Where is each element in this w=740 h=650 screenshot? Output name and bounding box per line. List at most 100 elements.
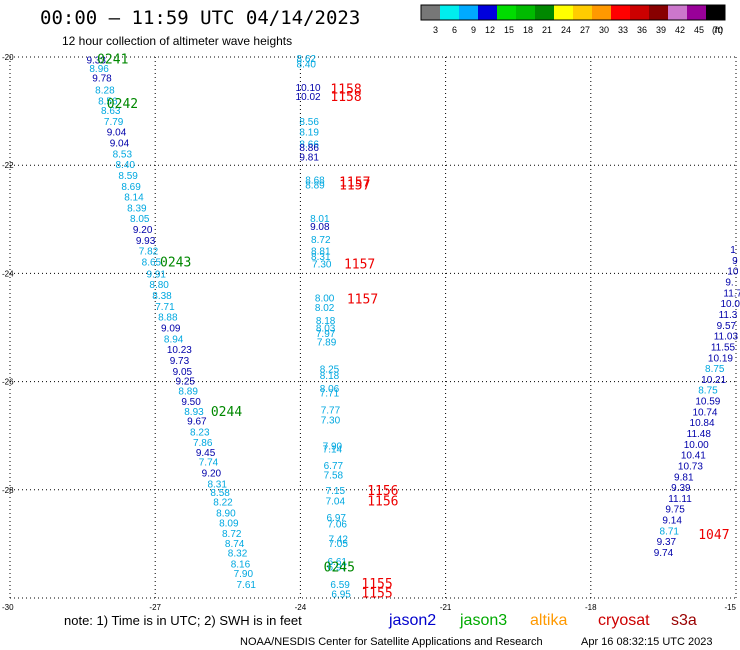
pass-time-label: 1157 bbox=[344, 258, 375, 273]
wave-height-label: 7.74 bbox=[199, 458, 219, 469]
wave-height-label: 9.67 bbox=[187, 417, 207, 428]
pass-time-label: 0241 bbox=[97, 53, 128, 68]
colorbar-label: 42 bbox=[675, 25, 685, 35]
wave-height-label: 8.75 bbox=[705, 364, 725, 375]
x-tick-label: -15 bbox=[724, 603, 736, 612]
wave-height-label: 8.25 bbox=[320, 365, 340, 376]
wave-height-label: 8.75 bbox=[698, 386, 718, 397]
wave-height-label: 7.58 bbox=[324, 471, 344, 482]
colorbar-label: 27 bbox=[580, 25, 590, 35]
colorbar-swatch bbox=[668, 5, 687, 20]
wave-height-label: 8.62 bbox=[297, 54, 317, 65]
colorbar-label: 18 bbox=[523, 25, 533, 35]
wave-height-label: 8.40 bbox=[297, 59, 317, 70]
colorbar-swatch bbox=[459, 5, 478, 20]
wave-height-label: 9.78 bbox=[92, 74, 112, 85]
y-tick-label: -28 bbox=[2, 486, 14, 495]
colorbar-label: 12 bbox=[485, 25, 495, 35]
colorbar-unit: (ft) bbox=[712, 25, 723, 35]
colorbar-label: 6 bbox=[452, 25, 457, 35]
wave-height-label: 8.68 bbox=[305, 175, 325, 186]
wave-height-label: 8.74 bbox=[225, 539, 245, 550]
wave-height-label: 6.97 bbox=[327, 513, 347, 524]
colorbar-swatch bbox=[573, 5, 592, 20]
pass-time-label: 1156 bbox=[367, 484, 398, 499]
footer-credit: NOAA/NESDIS Center for Satellite Applica… bbox=[240, 636, 543, 648]
wave-height-label: 8.56 bbox=[98, 96, 118, 107]
wave-height-label: 8.09 bbox=[219, 518, 239, 529]
wave-height-label: 8.69 bbox=[121, 182, 141, 193]
colorbar-swatch bbox=[687, 5, 706, 20]
wave-height-label: 1 bbox=[730, 245, 736, 256]
pass-time-label: 1155 bbox=[361, 587, 392, 602]
wave-height-label: 7.97 bbox=[316, 329, 336, 340]
wave-height-label: 8.22 bbox=[213, 498, 233, 509]
map-grid bbox=[9, 56, 737, 599]
wave-height-label: 9.57 bbox=[717, 321, 737, 332]
wave-height-label: 8.86 bbox=[299, 143, 319, 154]
wave-height-label: 8.88 bbox=[158, 313, 178, 324]
wave-height-label: 9.39 bbox=[671, 483, 691, 494]
wave-height-label: 10.10 bbox=[296, 83, 321, 94]
colorbar-label: 39 bbox=[656, 25, 666, 35]
wave-height-label: 8.71 bbox=[660, 526, 680, 537]
colorbar-frame bbox=[420, 4, 726, 21]
wave-height-label: 10.73 bbox=[678, 461, 703, 472]
wave-height-label: 10.0 bbox=[721, 299, 740, 310]
wave-height-label: 6.97 bbox=[328, 563, 348, 574]
x-tick-label: -18 bbox=[585, 603, 597, 612]
colorbar-swatch bbox=[478, 5, 497, 20]
wave-height-label: 9 bbox=[732, 256, 738, 267]
wave-height-label: 9.25 bbox=[176, 377, 196, 388]
x-tick-label: -24 bbox=[295, 603, 307, 612]
wave-height-label: 8.16 bbox=[231, 559, 251, 570]
pass-time-labels: 0241024202430244024511581158115711571157… bbox=[97, 53, 729, 602]
colorbar-label: 45 bbox=[694, 25, 704, 35]
colorbar: 3 6 9 12 15 18 21 24 27 30 33 36 39 42 45 70 bbox=[420, 4, 726, 35]
wave-height-label: 9.20 bbox=[133, 225, 153, 236]
wave-height-label: 6.95 bbox=[331, 590, 351, 601]
wave-height-label: 7.90 bbox=[323, 441, 343, 452]
wave-height-label: 7.30 bbox=[312, 260, 332, 271]
wave-height-label: 7.06 bbox=[328, 519, 348, 530]
wave-height-label: 7.05 bbox=[328, 539, 348, 550]
wave-height-label: 8.63 bbox=[101, 106, 121, 117]
wave-height-label: 10.41 bbox=[681, 451, 706, 462]
wave-height-label: 7.15 bbox=[326, 486, 346, 497]
satellite-name-cryosat: cryosat bbox=[598, 612, 650, 629]
wave-height-label: 8.14 bbox=[124, 193, 144, 204]
pass-time-label: 0242 bbox=[107, 97, 138, 112]
x-tick-label: -30 bbox=[2, 603, 14, 612]
wave-height-label: 8.96 bbox=[89, 64, 109, 75]
wave-height-label: 9.73 bbox=[170, 356, 190, 367]
satellite-name-altika: altika bbox=[530, 612, 567, 629]
pass-time-label: 1157 bbox=[339, 179, 370, 194]
wave-height-label: 8.81 bbox=[311, 247, 331, 258]
wave-height-label: 10.23 bbox=[167, 345, 192, 356]
colorbar-label: 21 bbox=[542, 25, 552, 35]
wave-height-label: 7.42 bbox=[328, 534, 348, 545]
wave-height-label: 8.31 bbox=[207, 479, 227, 490]
wave-height-label: 9.14 bbox=[662, 516, 682, 527]
wave-height-label: 10.74 bbox=[692, 407, 717, 418]
wave-height-label: 7.82 bbox=[139, 247, 159, 258]
wave-height-label: 8.94 bbox=[164, 334, 184, 345]
wave-height-label: 8.06 bbox=[320, 384, 340, 395]
wave-height-label: 9.04 bbox=[110, 138, 130, 149]
wave-height-label: 8.89 bbox=[305, 181, 325, 192]
wave-height-label: 8.23 bbox=[190, 427, 210, 438]
wave-height-label: 11.03 bbox=[714, 332, 739, 343]
wave-height-label: 9.75 bbox=[665, 505, 685, 516]
wave-height-label: 8.93 bbox=[184, 407, 204, 418]
pass-time-label: 1155 bbox=[361, 577, 392, 592]
colorbar-swatch bbox=[649, 5, 668, 20]
y-tick-label: -26 bbox=[2, 378, 14, 387]
wave-height-label: 9.20 bbox=[202, 468, 222, 479]
pass-time-label: 1157 bbox=[339, 175, 370, 190]
wave-height-label: 7.71 bbox=[320, 388, 340, 399]
wave-height-label: 7.61 bbox=[237, 580, 257, 591]
colorbar-swatch bbox=[554, 5, 573, 20]
colorbar-swatch bbox=[706, 5, 725, 20]
wave-height-label: 8.53 bbox=[113, 149, 133, 160]
